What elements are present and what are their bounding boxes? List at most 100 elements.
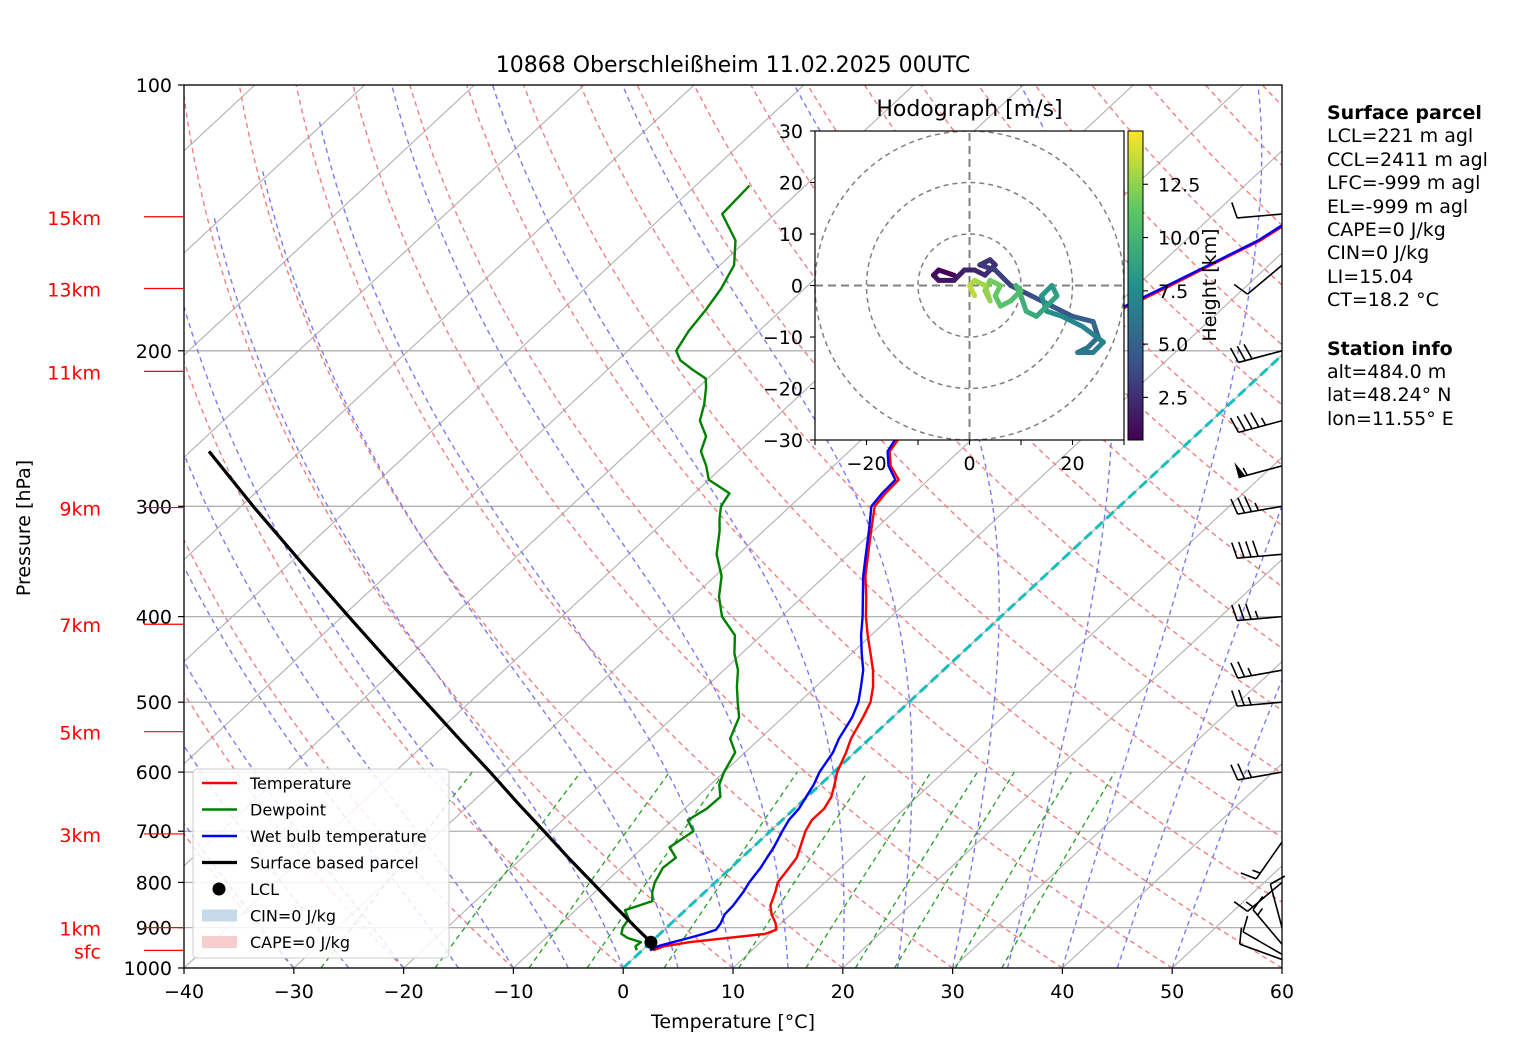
wind-barb	[1229, 412, 1283, 434]
moist-adiabat-line	[1116, 503, 1282, 968]
hodograph-x-tick-label: 0	[963, 453, 975, 475]
legend-entry: LCL	[212, 880, 279, 899]
colorbar-tick-label: 2.5	[1158, 387, 1188, 409]
mixing-ratio-line	[434, 771, 582, 968]
isotherm-line	[1062, 762, 1282, 968]
surface-parcel-line: LCL=221 m agl	[1327, 125, 1474, 148]
dry-adiabat-line	[465, 85, 1282, 968]
wind-barb	[1230, 763, 1283, 781]
colorbar-tick-label: 7.5	[1158, 281, 1188, 303]
moist-adiabat-line	[1171, 678, 1282, 968]
wind-barb	[1234, 462, 1283, 479]
mixing-ratio-line	[663, 771, 798, 968]
hodograph-x-tick-label: −20	[846, 453, 886, 475]
station-info-line: lon=11.55° E	[1327, 407, 1454, 430]
hodograph-y-tick-label: 30	[779, 121, 803, 143]
dry-adiabat-line	[184, 359, 624, 968]
wind-barb	[1231, 603, 1283, 622]
hodograph-segment	[1018, 293, 1029, 314]
x-tick-label: −20	[384, 981, 424, 1003]
hodograph-segment	[936, 267, 957, 278]
legend-swatch	[202, 936, 237, 948]
isotherm-line	[184, 85, 805, 663]
colorbar-label: Height [km]	[1199, 228, 1221, 341]
y-tick-label: 200	[136, 341, 172, 363]
colorbar-tick-label: 12.5	[1158, 174, 1200, 196]
y-tick-label: 1000	[124, 958, 172, 980]
x-tick-label: 40	[1050, 981, 1074, 1003]
legend-label: Surface based parcel	[250, 854, 419, 873]
legend-box	[192, 768, 450, 959]
x-tick-label: 30	[941, 981, 965, 1003]
hodograph-y-tick-label: 0	[791, 276, 803, 298]
wind-barbs	[1229, 202, 1286, 961]
hodograph-segment	[1090, 319, 1101, 340]
hodograph-x-tick-label: 20	[1060, 453, 1084, 475]
moist-adiabat-line	[793, 85, 1000, 968]
hodograph-segment	[1070, 313, 1096, 325]
colorbar	[1127, 130, 1144, 441]
mixing-ratio-line	[528, 771, 671, 968]
wind-barb	[1233, 881, 1283, 913]
dewpoint-profile	[620, 184, 751, 951]
mixing-ratio-line	[894, 771, 1015, 968]
wind-barb	[1230, 661, 1283, 679]
dry-adiabat-line	[352, 85, 1063, 968]
height-label: 1km	[59, 919, 101, 941]
colorbar-tick-label: 5.0	[1158, 334, 1188, 356]
surface-parcel-line: LFC=-999 m agl	[1327, 172, 1481, 195]
isotherm-line	[184, 85, 914, 765]
hodograph-y-tick-label: 20	[779, 173, 803, 195]
legend-swatch	[202, 909, 237, 922]
mixing-ratio-line	[854, 771, 978, 968]
x-tick-label: 60	[1270, 981, 1294, 1003]
x-tick-label: −10	[493, 981, 533, 1003]
y-axis-label: Pressure [hPa]	[13, 460, 35, 596]
y-tick-label: 500	[136, 692, 172, 714]
height-label: sfc	[74, 941, 101, 963]
wind-barb	[1231, 689, 1283, 707]
dry-adiabat-line	[409, 85, 1173, 968]
legend-entry: Dewpoint	[202, 801, 326, 820]
surface-parcel-line: CAPE=0 J/kg	[1327, 219, 1446, 242]
lcl-marker	[644, 935, 658, 949]
height-label: 11km	[47, 362, 101, 384]
moist-adiabat-line	[318, 121, 734, 968]
x-axis-label: Temperature [°C]	[650, 1011, 815, 1033]
hodograph-segment	[1044, 308, 1065, 319]
surface-parcel-header: Surface parcel	[1327, 102, 1482, 124]
hodograph-segment	[1080, 324, 1106, 345]
legend-label: CIN=0 J/kg	[250, 907, 336, 926]
hodograph-segment	[977, 262, 998, 273]
hodograph-y-tick-label: 10	[779, 224, 803, 246]
x-tick-label: 50	[1160, 981, 1184, 1003]
surface-parcel-line: CCL=2411 m agl	[1327, 148, 1488, 171]
hodograph-y-tick-label: −30	[763, 430, 803, 452]
dry-adiabat-line	[522, 85, 1282, 903]
legend: Temperature Dewpoint Wet bulb temperature S…	[192, 768, 450, 959]
x-tick-label: 20	[831, 981, 855, 1003]
station-info-line: alt=484.0 m	[1327, 361, 1447, 384]
legend-label: Wet bulb temperature	[250, 827, 427, 846]
hodograph-segment	[982, 283, 993, 304]
wind-barb	[1231, 540, 1283, 560]
legend-label: Dewpoint	[250, 801, 326, 820]
hodograph-segment	[967, 283, 978, 299]
moist-adiabat-line	[184, 304, 569, 968]
legend-entry: Wet bulb temperature	[202, 827, 427, 846]
legend-label: CAPE=0 J/kg	[250, 933, 350, 952]
hodograph-ring	[865, 181, 1074, 390]
x-tick-label: −30	[274, 981, 314, 1003]
wind-barb	[1230, 496, 1283, 515]
wind-barb	[1233, 264, 1283, 295]
isotherm-line	[184, 85, 475, 356]
wind-barb	[1229, 344, 1283, 364]
surface-parcel-line: CT=18.2 °C	[1327, 289, 1439, 312]
legend-label: Temperature	[249, 774, 351, 793]
mixing-ratio-line	[738, 771, 869, 968]
mixing-ratio-line	[586, 771, 726, 968]
height-label: 3km	[59, 825, 101, 847]
moist-adiabat-line	[391, 85, 789, 968]
hodograph-title: Hodograph [m/s]	[876, 97, 1062, 122]
